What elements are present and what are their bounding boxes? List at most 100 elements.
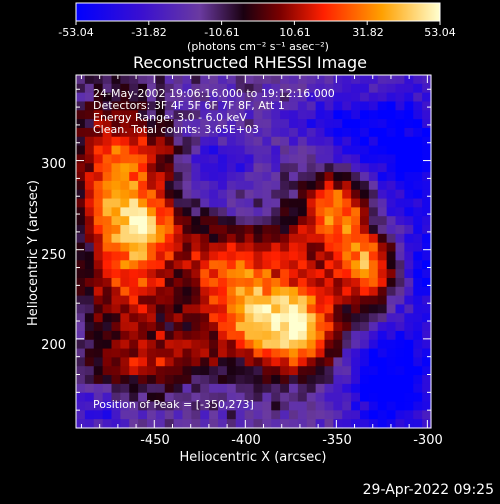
heatmap-cell <box>226 207 237 217</box>
heatmap-cell <box>218 269 228 279</box>
x-tick-label: -400 <box>231 433 261 448</box>
heatmap-cell <box>315 136 326 147</box>
heatmap-cell <box>368 110 379 120</box>
heatmap-cell <box>289 119 299 129</box>
heatmap-cell <box>315 119 326 129</box>
heatmap-cell <box>173 375 184 385</box>
heatmap-cell <box>200 348 210 358</box>
heatmap-cell <box>244 286 255 297</box>
heatmap-cell <box>386 92 397 103</box>
heatmap-cell <box>138 375 148 385</box>
heatmap-cell <box>191 339 201 350</box>
heatmap-cell <box>120 251 130 261</box>
heatmap-cell <box>120 180 130 191</box>
heatmap-cell <box>182 322 192 332</box>
heatmap-cell <box>147 92 157 103</box>
heatmap-cell <box>297 101 308 111</box>
heatmap-cell <box>413 419 423 429</box>
heatmap-cell <box>138 401 148 411</box>
heatmap-cell <box>262 322 272 332</box>
heatmap-cell <box>164 286 175 297</box>
heatmap-cell <box>226 357 237 367</box>
heatmap-cell <box>120 419 130 429</box>
heatmap-cell <box>182 172 192 182</box>
heatmap-cell <box>84 313 95 323</box>
heatmap-cell <box>253 251 263 261</box>
heatmap-cell <box>271 269 281 279</box>
heatmap-cell <box>342 419 352 429</box>
heatmap-cell <box>297 110 308 120</box>
heatmap-cell <box>147 375 157 385</box>
heatmap-cell <box>102 75 113 85</box>
heatmap-cell <box>209 189 219 200</box>
heatmap-cell <box>342 242 352 253</box>
heatmap-cell <box>218 401 228 411</box>
colorbar-gradient <box>75 2 441 22</box>
heatmap-cell <box>200 225 210 235</box>
heatmap-cell <box>129 313 139 323</box>
heatmap-cell <box>76 180 86 191</box>
heatmap-cell <box>342 330 352 341</box>
heatmap-cell <box>306 330 317 341</box>
heatmap-cell <box>84 198 95 208</box>
heatmap-cell <box>120 339 130 350</box>
heatmap-cell <box>191 375 201 385</box>
heatmap-cell <box>306 189 317 200</box>
chart-title: Reconstructed RHESSI Image <box>133 53 367 72</box>
heatmap-cell <box>155 180 166 191</box>
heatmap-cell <box>182 339 192 350</box>
heatmap-cell <box>129 277 139 288</box>
heatmap-cell <box>351 242 361 253</box>
heatmap-cell <box>342 233 352 244</box>
heatmap-cell <box>164 322 175 332</box>
heatmap-cell <box>306 198 317 208</box>
heatmap-cell <box>413 101 423 111</box>
heatmap-cell <box>76 110 86 120</box>
heatmap-cell <box>111 189 121 200</box>
heatmap-cell <box>360 136 370 147</box>
heatmap-cell <box>173 366 184 376</box>
heatmap-cell <box>333 383 343 394</box>
heatmap-cell <box>351 101 361 111</box>
heatmap-cell <box>351 277 361 288</box>
heatmap-cell <box>324 348 334 358</box>
heatmap-cell <box>173 286 184 297</box>
heatmap-cell <box>235 357 246 367</box>
heatmap-cell <box>297 154 308 164</box>
colorbar-tick-label: 53.04 <box>424 26 456 39</box>
heatmap-cell <box>280 136 290 147</box>
heatmap-cell <box>271 119 281 129</box>
heatmap-cell <box>164 383 175 394</box>
heatmap-cell <box>368 233 379 244</box>
heatmap-cell <box>111 269 121 279</box>
heatmap-cell <box>377 401 388 411</box>
heatmap-cell <box>395 136 405 147</box>
heatmap-cell <box>244 198 255 208</box>
heatmap-cell <box>262 180 272 191</box>
heatmap-cell <box>404 75 414 85</box>
heatmap-cell <box>111 286 121 297</box>
heatmap-cell <box>342 145 352 156</box>
heatmap-cell <box>200 366 210 376</box>
heatmap-cell <box>84 295 95 306</box>
heatmap-cell <box>209 260 219 270</box>
heatmap-cell <box>173 189 184 200</box>
heatmap-cell <box>226 295 237 306</box>
heatmap-cell <box>164 207 175 217</box>
heatmap-cell <box>360 145 370 156</box>
heatmap-cell <box>253 233 263 244</box>
heatmap-cell <box>173 127 184 138</box>
heatmap-cell <box>422 286 432 297</box>
heatmap-cell <box>164 313 175 323</box>
heatmap-cell <box>413 154 423 164</box>
heatmap-cell <box>377 322 388 332</box>
heatmap-cell <box>93 180 104 191</box>
heatmap-cell <box>235 330 246 341</box>
heatmap-cell <box>244 172 255 182</box>
heatmap-cell <box>333 242 343 253</box>
heatmap-cell <box>226 198 237 208</box>
heatmap-cell <box>200 75 210 85</box>
heatmap-cell <box>76 92 86 103</box>
heatmap-cell <box>93 330 104 341</box>
heatmap-cell <box>182 410 192 420</box>
